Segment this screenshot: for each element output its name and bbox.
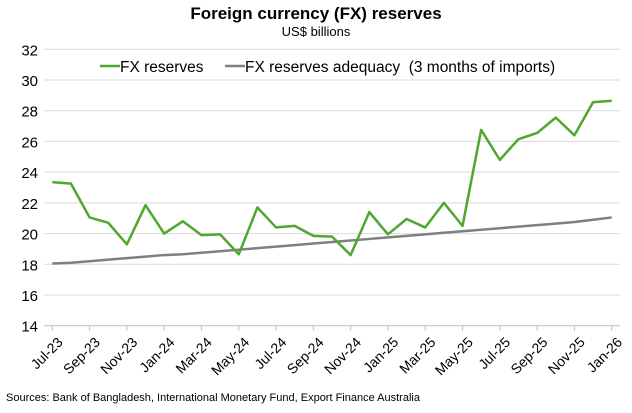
chart-subtitle: US$ billions — [281, 24, 351, 39]
x-tick-label: Sep-24 — [284, 334, 327, 377]
y-tick-label: 26 — [21, 134, 38, 151]
x-tick-label: Mar-24 — [172, 334, 215, 377]
x-tick-label: May-25 — [432, 334, 476, 378]
y-tick-label: 16 — [21, 288, 38, 305]
x-tick-label: May-24 — [208, 334, 252, 378]
x-tick-label: Nov-23 — [97, 334, 140, 377]
series-line — [52, 216, 612, 265]
x-tick-label: Jan-25 — [360, 334, 402, 376]
y-tick-label: 28 — [21, 104, 38, 121]
x-tick-label: Sep-23 — [60, 334, 103, 377]
x-tick-label: Sep-25 — [507, 334, 550, 377]
source-note: Sources: Bank of Bangladesh, Internation… — [6, 392, 420, 404]
x-tick-label: Jan-26 — [584, 334, 626, 376]
y-tick-label: 20 — [21, 227, 38, 244]
y-tick-label: 32 — [21, 42, 38, 59]
x-tick-label: Nov-24 — [321, 334, 364, 377]
legend-label: FX reserves — [120, 59, 204, 76]
chart-title: Foreign currency (FX) reserves — [190, 4, 442, 23]
y-tick-label: 14 — [21, 319, 38, 336]
legend-label: FX reserves adequacy (3 months of import… — [245, 59, 555, 76]
x-tick-label: Jan-24 — [136, 334, 178, 376]
x-tick-label: Mar-25 — [396, 334, 439, 377]
y-tick-label: 22 — [21, 196, 38, 213]
x-tick-label: Nov-25 — [545, 334, 588, 377]
y-tick-label: 18 — [21, 257, 38, 274]
series-line — [52, 99, 612, 257]
y-tick-label: 30 — [21, 73, 38, 90]
y-tick-label: 24 — [21, 165, 38, 182]
